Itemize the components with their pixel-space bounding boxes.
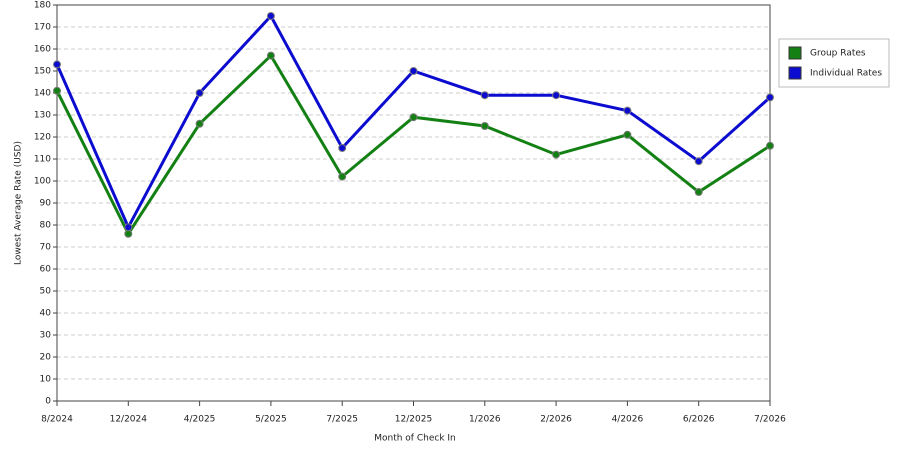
point xyxy=(480,91,489,100)
y-tick-label: 60 xyxy=(40,265,52,275)
point xyxy=(694,157,703,166)
point xyxy=(766,141,774,150)
x-tick-label: 5/2025 xyxy=(255,415,287,425)
point xyxy=(53,60,61,69)
x-tick-label: 6/2026 xyxy=(683,415,715,425)
y-tick-label: 90 xyxy=(40,199,52,209)
point xyxy=(338,172,347,181)
point xyxy=(195,89,204,97)
x-tick-label: 12/2025 xyxy=(395,415,432,425)
point xyxy=(480,122,489,130)
point xyxy=(266,12,275,20)
y-tick-label: 130 xyxy=(34,111,51,121)
x-tick-label: 7/2025 xyxy=(326,415,358,425)
y-axis-label: Lowest Average Rate (USD) xyxy=(14,141,24,265)
point xyxy=(694,188,703,196)
point xyxy=(623,130,632,139)
legend-label: Group Rates xyxy=(810,49,866,59)
x-tick-label: 4/2025 xyxy=(184,415,216,425)
x-axis-label: Month of Check In xyxy=(374,434,456,444)
point xyxy=(623,106,632,115)
y-tick-label: 170 xyxy=(34,23,51,33)
x-tick-label: 4/2026 xyxy=(612,415,644,425)
x-tick-label: 8/2024 xyxy=(41,415,73,425)
point xyxy=(766,93,774,102)
y-tick-label: 110 xyxy=(34,155,51,165)
y-tick-label: 80 xyxy=(40,221,52,231)
point xyxy=(195,119,204,128)
y-tick-label: 50 xyxy=(40,287,52,297)
point xyxy=(409,67,418,75)
point xyxy=(552,91,561,100)
y-tick-label: 20 xyxy=(40,353,52,363)
y-tick-label: 180 xyxy=(34,1,51,11)
point xyxy=(552,150,561,159)
x-tick-label: 2/2026 xyxy=(540,415,572,425)
y-tick-label: 0 xyxy=(45,397,51,407)
legend-box xyxy=(778,38,890,88)
series-line xyxy=(55,13,772,231)
y-tick-label: 30 xyxy=(40,331,52,341)
legend-swatch xyxy=(788,46,802,60)
y-tick-label: 40 xyxy=(40,309,52,319)
point xyxy=(409,113,418,122)
legend-swatch xyxy=(788,66,802,80)
y-tick-label: 10 xyxy=(40,375,52,385)
point xyxy=(266,51,275,60)
y-tick-label: 150 xyxy=(34,67,51,77)
point xyxy=(53,86,61,95)
x-tick-label: 7/2026 xyxy=(754,415,786,425)
y-tick-label: 70 xyxy=(40,243,52,253)
point xyxy=(124,229,133,238)
y-tick-label: 160 xyxy=(34,45,51,55)
x-tick-label: 12/2024 xyxy=(110,415,148,425)
y-tick-label: 100 xyxy=(34,177,51,187)
legend-label: Individual Rates xyxy=(810,69,882,79)
y-tick-label: 140 xyxy=(34,89,51,99)
x-tick-label: 1/2026 xyxy=(469,415,501,425)
y-tick-label: 120 xyxy=(34,133,51,143)
series-line xyxy=(55,53,771,237)
point xyxy=(338,144,347,152)
point xyxy=(124,223,133,232)
